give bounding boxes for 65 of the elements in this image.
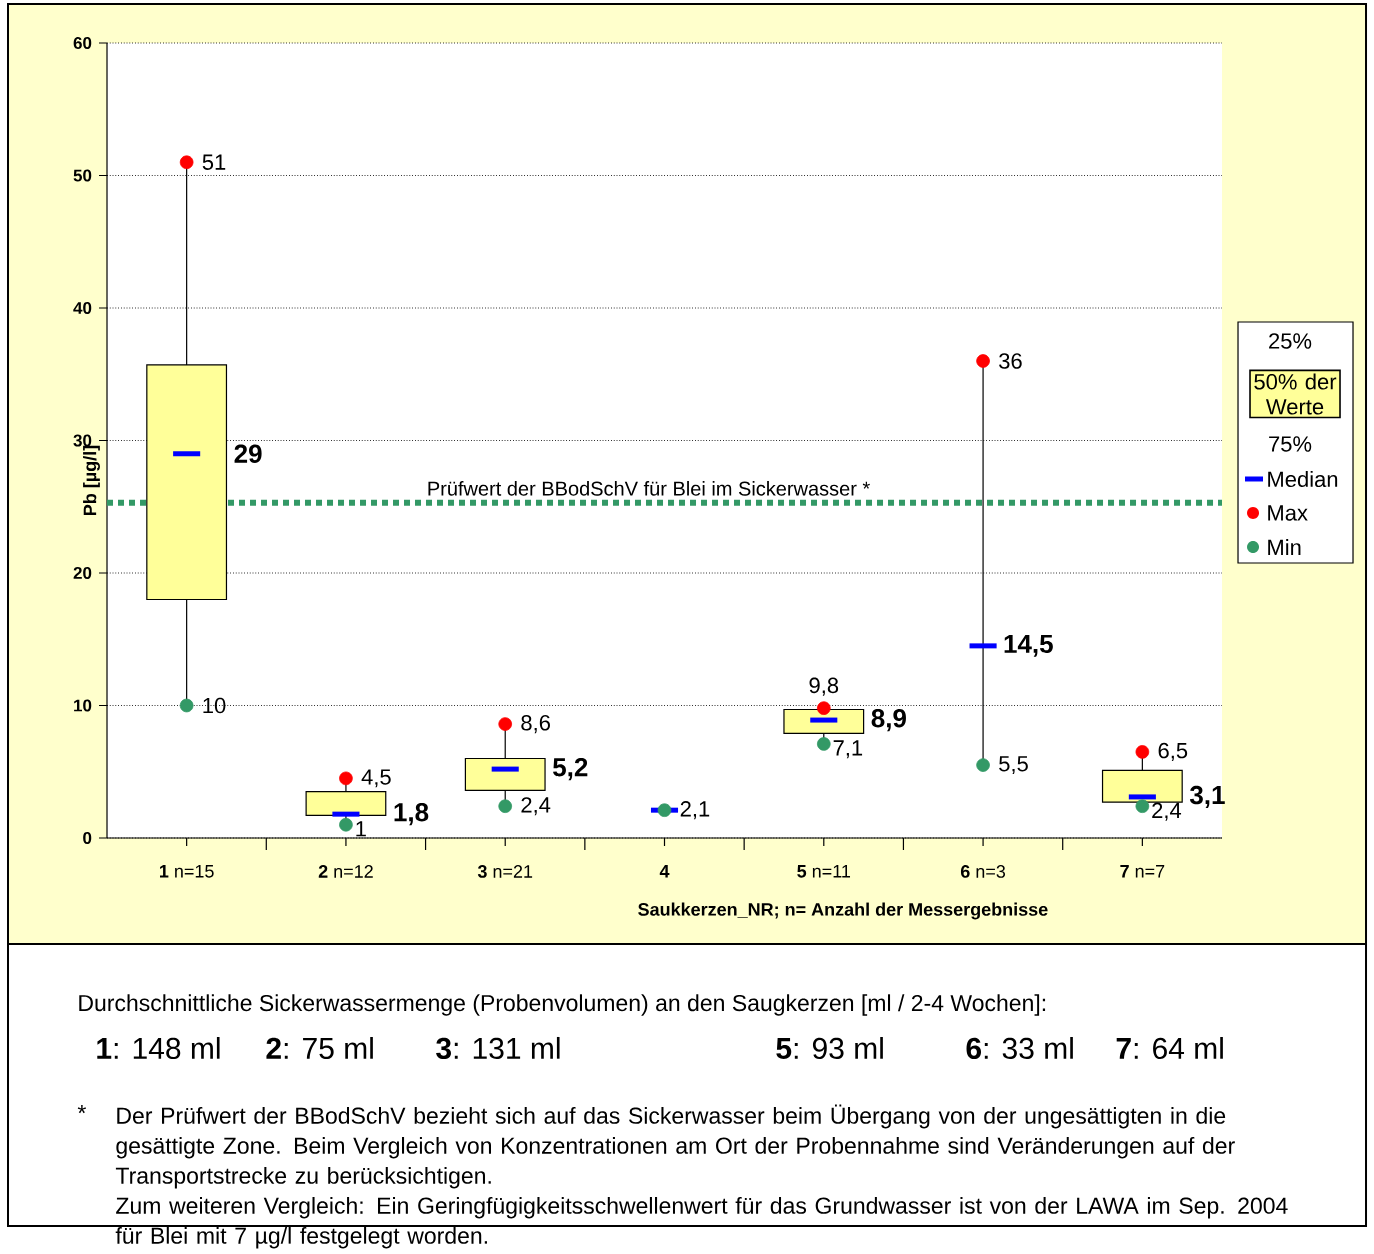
point <box>1135 745 1150 759</box>
y-tick-label: 10 <box>74 699 92 712</box>
text: 1: 148 ml <box>97 1036 220 1059</box>
legend-label: Min <box>1268 539 1301 555</box>
point <box>179 155 194 170</box>
point <box>339 817 353 832</box>
point <box>816 701 831 715</box>
annotation: 9,8 <box>809 677 839 696</box>
annotation: 2,4 <box>521 797 551 816</box>
annotation: 10 <box>203 697 226 714</box>
annotation: 5,5 <box>999 756 1028 775</box>
annotation: 1,8 <box>394 803 429 826</box>
x-tick-label: 5 n=11 <box>797 865 851 878</box>
annotation: 2,1 <box>680 801 710 820</box>
text: 5: 93 ml <box>776 1036 883 1059</box>
annotation: 4,5 <box>361 769 391 788</box>
text: 2: 75 ml <box>266 1036 373 1059</box>
annotation: 3,1 <box>1189 785 1225 808</box>
point <box>1135 799 1150 813</box>
annotation: 2,4 <box>1152 802 1182 821</box>
point <box>179 698 194 713</box>
annotation: 5,2 <box>553 758 588 781</box>
text: Der Prüfwert der BBodSchV bezieht sich auf das Sickerwasser beim Übergang von der ungesättigten in die gesättigte Zone. Beim Vergleich von Konzentrationen am Ort der Probennahme sind Veränderungen auf der Transportstrecke zu berücksichtigen. <box>115 1104 1235 1189</box>
x-axis-title: Saukkerzen_NR; n= Anzahl der Messergebnisse <box>638 902 1048 920</box>
point <box>498 717 513 731</box>
point <box>339 771 353 786</box>
y-tick-label: 0 <box>83 831 92 845</box>
point <box>976 758 990 772</box>
annotation: 51 <box>202 154 226 170</box>
annotation: 7,1 <box>833 740 863 759</box>
y-axis-title: Pb [µg/l] <box>83 445 100 515</box>
text: * <box>77 1105 86 1114</box>
point <box>498 799 513 813</box>
y-tick-label: 50 <box>73 169 92 182</box>
annotation: 36 <box>999 353 1022 369</box>
legend-label: Max <box>1268 505 1308 521</box>
annotation: 8,9 <box>871 708 906 732</box>
x-tick-label: 1 n=15 <box>160 865 214 878</box>
annotation: 1 <box>356 821 366 837</box>
text: Durchschnittliche Sickerwassermenge (Probenvolumen) an den Saugkerzen [ml / 2-4 Wochen]: <box>79 994 1046 1016</box>
x-tick-label: 4 <box>659 865 670 878</box>
x-tick-label: 7 n=7 <box>1120 865 1165 878</box>
y-tick-label: 40 <box>73 301 92 315</box>
annotation: 6,5 <box>1158 742 1188 761</box>
point <box>657 803 672 817</box>
text: Zum weiteren Vergleich: Ein Geringfügigkeitsschwellenwert für das Grundwasser ist von der LAWA im Sep. 2004 für Blei mit 7 µg/l festgelegt worden. <box>115 1196 1288 1249</box>
y-tick-label: 60 <box>73 37 92 50</box>
text: 50% der Werte <box>1254 373 1337 415</box>
x-tick-label: 2 n=12 <box>318 865 373 878</box>
text: Median <box>1268 470 1338 488</box>
point <box>816 737 831 751</box>
point <box>976 354 990 368</box>
annotation: 8,6 <box>521 714 550 734</box>
x-tick-label: 6 n=3 <box>960 865 1006 878</box>
y-tick-label: 30 <box>73 434 92 447</box>
text: 6: 33 ml <box>966 1036 1073 1059</box>
text: 7: 64 ml <box>1116 1036 1223 1059</box>
text: 25% <box>1269 333 1312 349</box>
annotation: 14,5 <box>1004 634 1053 657</box>
text: 75% <box>1269 436 1312 452</box>
text: 3: 131 ml <box>436 1036 560 1060</box>
x-tick-label: 3 n=21 <box>477 865 533 878</box>
ref-line-label: Prüfwert der BBodSchV für Blei im Sickerwasser * <box>428 481 870 496</box>
annotation: 29 <box>234 444 262 463</box>
y-tick-label: 20 <box>73 566 92 580</box>
